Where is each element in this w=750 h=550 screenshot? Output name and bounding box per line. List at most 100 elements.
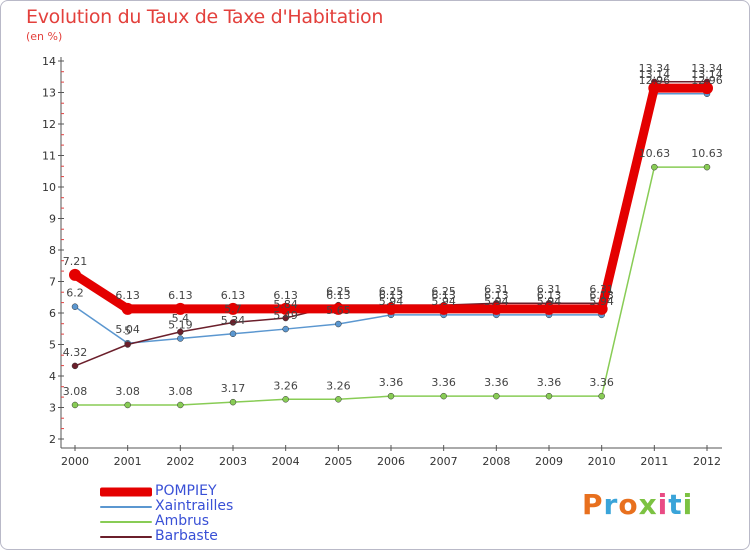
x-tick-label: 2005 — [324, 455, 352, 468]
legend-swatch — [100, 535, 152, 538]
data-point-pompiey — [595, 302, 608, 315]
x-tick-label: 2008 — [482, 455, 510, 468]
y-tick-label: 7 — [49, 276, 56, 289]
data-point-xaintrailles — [229, 330, 237, 338]
data-label-pompiey: 6.13 — [273, 289, 298, 302]
legend-swatch — [100, 505, 152, 508]
logo-letter: i — [657, 488, 669, 521]
data-label-barbaste: 5.4 — [172, 312, 190, 325]
data-label-pompiey: 6.13 — [537, 289, 562, 302]
data-label-pompiey: 6.13 — [379, 289, 404, 302]
data-point-ambrus — [71, 401, 79, 409]
proxiti-logo: Proxiti — [582, 488, 693, 521]
data-label-ambrus: 3.08 — [115, 385, 140, 398]
data-label-pompiey: 6.13 — [168, 289, 193, 302]
legend-item-pompiey: POMPIEY — [100, 484, 360, 499]
y-tick-label: 6 — [49, 307, 56, 320]
y-tick-label: 9 — [49, 213, 56, 226]
data-point-ambrus — [493, 392, 500, 400]
legend-item-ambrus: Ambrus — [100, 514, 360, 529]
x-tick-label: 2001 — [114, 455, 142, 468]
data-label-xaintrailles: 5.04 — [115, 323, 140, 336]
data-point-barbaste — [124, 341, 131, 348]
x-tick-label: 2004 — [272, 455, 300, 468]
data-point-ambrus — [335, 396, 342, 403]
legend-label: Barbaste — [155, 528, 218, 544]
data-label-ambrus: 3.17 — [221, 382, 246, 395]
data-point-ambrus — [651, 163, 658, 171]
data-point-ambrus — [598, 392, 605, 400]
legend-label: POMPIEY — [155, 483, 217, 499]
data-point-barbaste — [229, 319, 237, 326]
data-label-barbaste: 4.32 — [63, 346, 88, 359]
data-label-barbaste: 13.34 — [639, 62, 671, 75]
data-label-ambrus: 3.36 — [379, 376, 404, 389]
x-tick-label: 2000 — [61, 455, 89, 468]
data-label-ambrus: 3.36 — [431, 376, 456, 389]
data-label-barbaste: 6.25 — [431, 285, 456, 298]
data-point-ambrus — [703, 163, 711, 171]
x-tick-label: 2002 — [166, 455, 194, 468]
data-point-pompiey — [701, 82, 713, 95]
data-label-barbaste: 6.25 — [379, 285, 404, 298]
data-point-xaintrailles — [71, 303, 79, 310]
data-point-pompiey — [174, 302, 187, 315]
legend-item-xaintrailles: Xaintrailles — [100, 499, 360, 514]
legend-swatch — [100, 487, 152, 496]
data-point-ambrus — [440, 392, 447, 400]
data-label-barbaste: 13.34 — [691, 62, 723, 75]
data-point-xaintrailles — [282, 325, 289, 333]
legend-label: Ambrus — [155, 513, 210, 529]
data-label-barbaste: 5.7 — [224, 302, 242, 315]
data-point-ambrus — [387, 392, 395, 400]
logo-letter: P — [582, 488, 604, 521]
data-label-ambrus: 10.63 — [691, 147, 723, 160]
data-point-ambrus — [545, 392, 553, 400]
data-label-xaintrailles: 5.94 — [431, 295, 456, 308]
y-tick-label: 13 — [42, 87, 56, 100]
data-point-barbaste — [282, 314, 289, 322]
y-tick-label: 5 — [49, 339, 56, 352]
x-tick-label: 2003 — [219, 455, 247, 468]
legend-item-barbaste: Barbaste — [100, 529, 360, 544]
data-label-barbaste: 5 — [124, 325, 131, 338]
data-point-pompiey — [648, 82, 661, 95]
data-label-pompiey: 6.13 — [589, 289, 614, 302]
data-label-ambrus: 3.36 — [589, 376, 614, 389]
data-point-pompiey — [227, 302, 239, 315]
data-point-ambrus — [177, 401, 184, 409]
logo-letter: o — [618, 488, 639, 521]
data-point-pompiey — [279, 302, 292, 315]
x-tick-label: 2012 — [693, 455, 721, 468]
data-label-barbaste: 6.31 — [589, 283, 614, 296]
data-point-pompiey — [437, 302, 450, 315]
data-point-pompiey — [121, 302, 134, 315]
data-label-ambrus: 3.08 — [63, 385, 88, 398]
data-label-xaintrailles: 5.19 — [168, 319, 193, 332]
chart-legend: POMPIEY Xaintrailles Ambrus Barbaste — [100, 484, 360, 544]
data-label-barbaste: 6.25 — [326, 285, 351, 298]
data-label-pompiey: 6.13 — [431, 289, 456, 302]
data-label-ambrus: 3.26 — [273, 379, 298, 392]
x-tick-label: 2011 — [640, 455, 668, 468]
data-point-ambrus — [282, 396, 289, 403]
data-point-ambrus — [124, 401, 131, 409]
data-label-pompiey: 7.21 — [63, 255, 88, 268]
data-label-xaintrailles: 5.49 — [273, 309, 298, 322]
data-label-xaintrailles: 5.94 — [484, 295, 509, 308]
data-point-pompiey — [332, 302, 345, 315]
series-line-pompiey — [70, 83, 712, 314]
logo-letter: x — [638, 488, 658, 521]
y-tick-label: 10 — [42, 181, 56, 194]
chart-title: Evolution du Taux de Taxe d'Habitation — [26, 6, 384, 28]
data-label-pompiey: 6.13 — [115, 289, 140, 302]
data-point-pompiey — [69, 268, 81, 281]
y-tick-label: 11 — [42, 150, 56, 163]
data-label-xaintrailles: 5.94 — [379, 295, 404, 308]
data-label-ambrus: 3.36 — [537, 376, 562, 389]
data-label-xaintrailles: 6.2 — [66, 287, 84, 300]
logo-letter: r — [603, 488, 619, 521]
x-tick-label: 2009 — [535, 455, 563, 468]
